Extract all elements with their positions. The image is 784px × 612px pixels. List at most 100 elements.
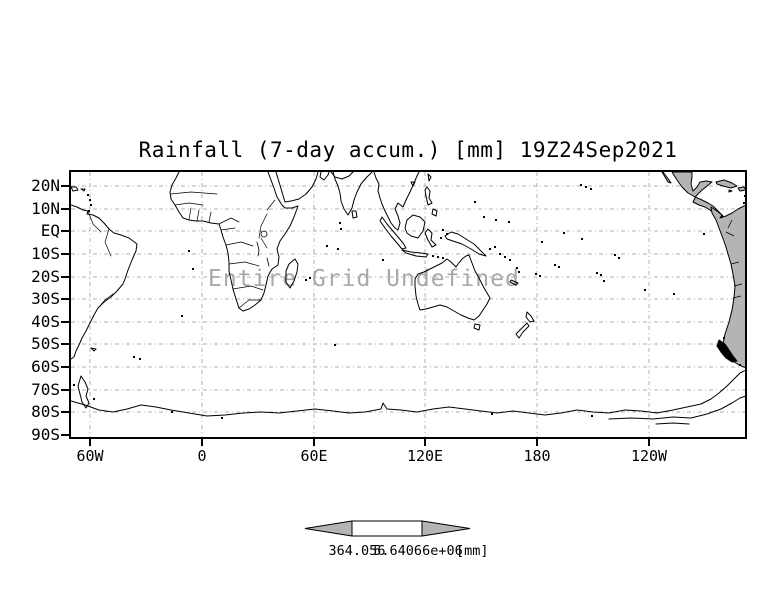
island-speck [326,245,328,247]
island-speck [673,293,675,295]
island-speck [618,257,620,259]
island-speck [382,259,384,261]
island-speck [508,221,510,223]
island-speck [518,271,520,273]
island-speck [539,275,541,277]
world-map [71,172,745,437]
colorbar-max-label: 5.64066e+06 [373,543,463,559]
x-tick-mark [648,439,650,446]
island-speck [744,195,745,197]
island-speck [337,248,339,250]
coastlines [71,172,745,424]
island-speck [181,315,183,317]
coastline-antarctica [71,370,745,416]
y-tick-label: 60S [31,357,60,376]
y-tick-mark [61,411,69,413]
y-tick-mark [61,321,69,323]
coastline-south-america [71,205,137,359]
coastline-philippines [425,187,437,216]
y-tick-label: EQ [40,221,60,240]
island-speck [591,415,593,417]
island-speck [554,264,556,266]
island-speck [339,222,341,224]
land-baja [662,172,671,183]
island-speck [171,411,173,413]
x-tick-mark [424,439,426,446]
island-speck [723,337,725,339]
coastline-srilanka-taiwan-hainan [352,174,431,218]
x-tick-mark [313,439,315,446]
island-speck [305,279,307,281]
island-speck [509,259,511,261]
y-tick-mark [61,434,69,436]
island-speck [133,356,135,358]
y-tick-label: 10S [31,244,60,263]
lakes-africa [257,231,269,266]
island-speck [88,210,90,212]
y-tick-mark [61,343,69,345]
island-speck [743,202,745,204]
coastline-caribbean-left [71,187,96,351]
border-south-america-left [88,211,113,308]
island-speck [644,289,646,291]
island-speck [440,237,442,239]
island-speck [535,273,537,275]
colorbar-right-arrow [421,520,471,537]
island-speck [446,233,448,235]
x-tick-mark [201,439,203,446]
grid-undefined-watermark: Entire Grid Undefined [208,266,520,292]
coastline-antarctic-peninsula-left [78,376,89,408]
coastline-tasmania-nz [474,280,534,338]
coastline-madagascar [286,259,298,288]
island-speck [563,232,565,234]
island-speck [603,280,605,282]
island-speck [600,274,602,276]
y-tick-label: 40S [31,312,60,331]
y-tick-mark [61,208,69,210]
island-speck [73,384,75,386]
x-tick-label: 0 [197,447,207,465]
island-speck [581,238,583,240]
y-tick-label: 30S [31,289,60,308]
y-tick-mark [61,185,69,187]
island-speck [495,219,497,221]
island-speck [596,272,598,274]
island-speck [491,413,493,415]
land-cuba-hispaniola [716,180,745,192]
island-speck [614,254,616,256]
island-speck [442,257,444,259]
island-speck [192,268,194,270]
coastline-indonesia [380,215,436,257]
border-africa [171,192,275,308]
land-tierra-del-fuego [717,340,737,362]
y-tick-mark [61,389,69,391]
island-speck [139,358,141,360]
coastline-africa [170,172,298,311]
y-tick-mark [61,230,69,232]
y-tick-label: 10N [31,199,60,218]
island-speck [89,199,91,201]
y-tick-mark [61,253,69,255]
island-speck [483,216,485,218]
land-mexico-central-america [672,172,723,218]
x-tick-label: 60E [300,447,328,465]
y-tick-label: 20S [31,267,60,286]
x-tick-label: 180 [523,447,551,465]
island-speck [580,184,582,186]
island-speck [87,194,89,196]
y-tick-label: 20N [31,176,60,195]
y-tick-mark [61,276,69,278]
coastline-new-guinea [445,232,486,256]
colorbar-min-label: 364.056 [328,543,386,559]
island-speck [474,201,476,203]
y-tick-mark [61,298,69,300]
x-tick-mark [536,439,538,446]
island-speck [516,267,518,269]
island-speck [504,256,506,258]
island-speck [432,255,434,257]
colorbar [304,520,471,537]
island-speck [703,233,705,235]
island-speck [739,364,741,366]
island-speck [590,188,592,190]
island-speck [309,277,311,279]
